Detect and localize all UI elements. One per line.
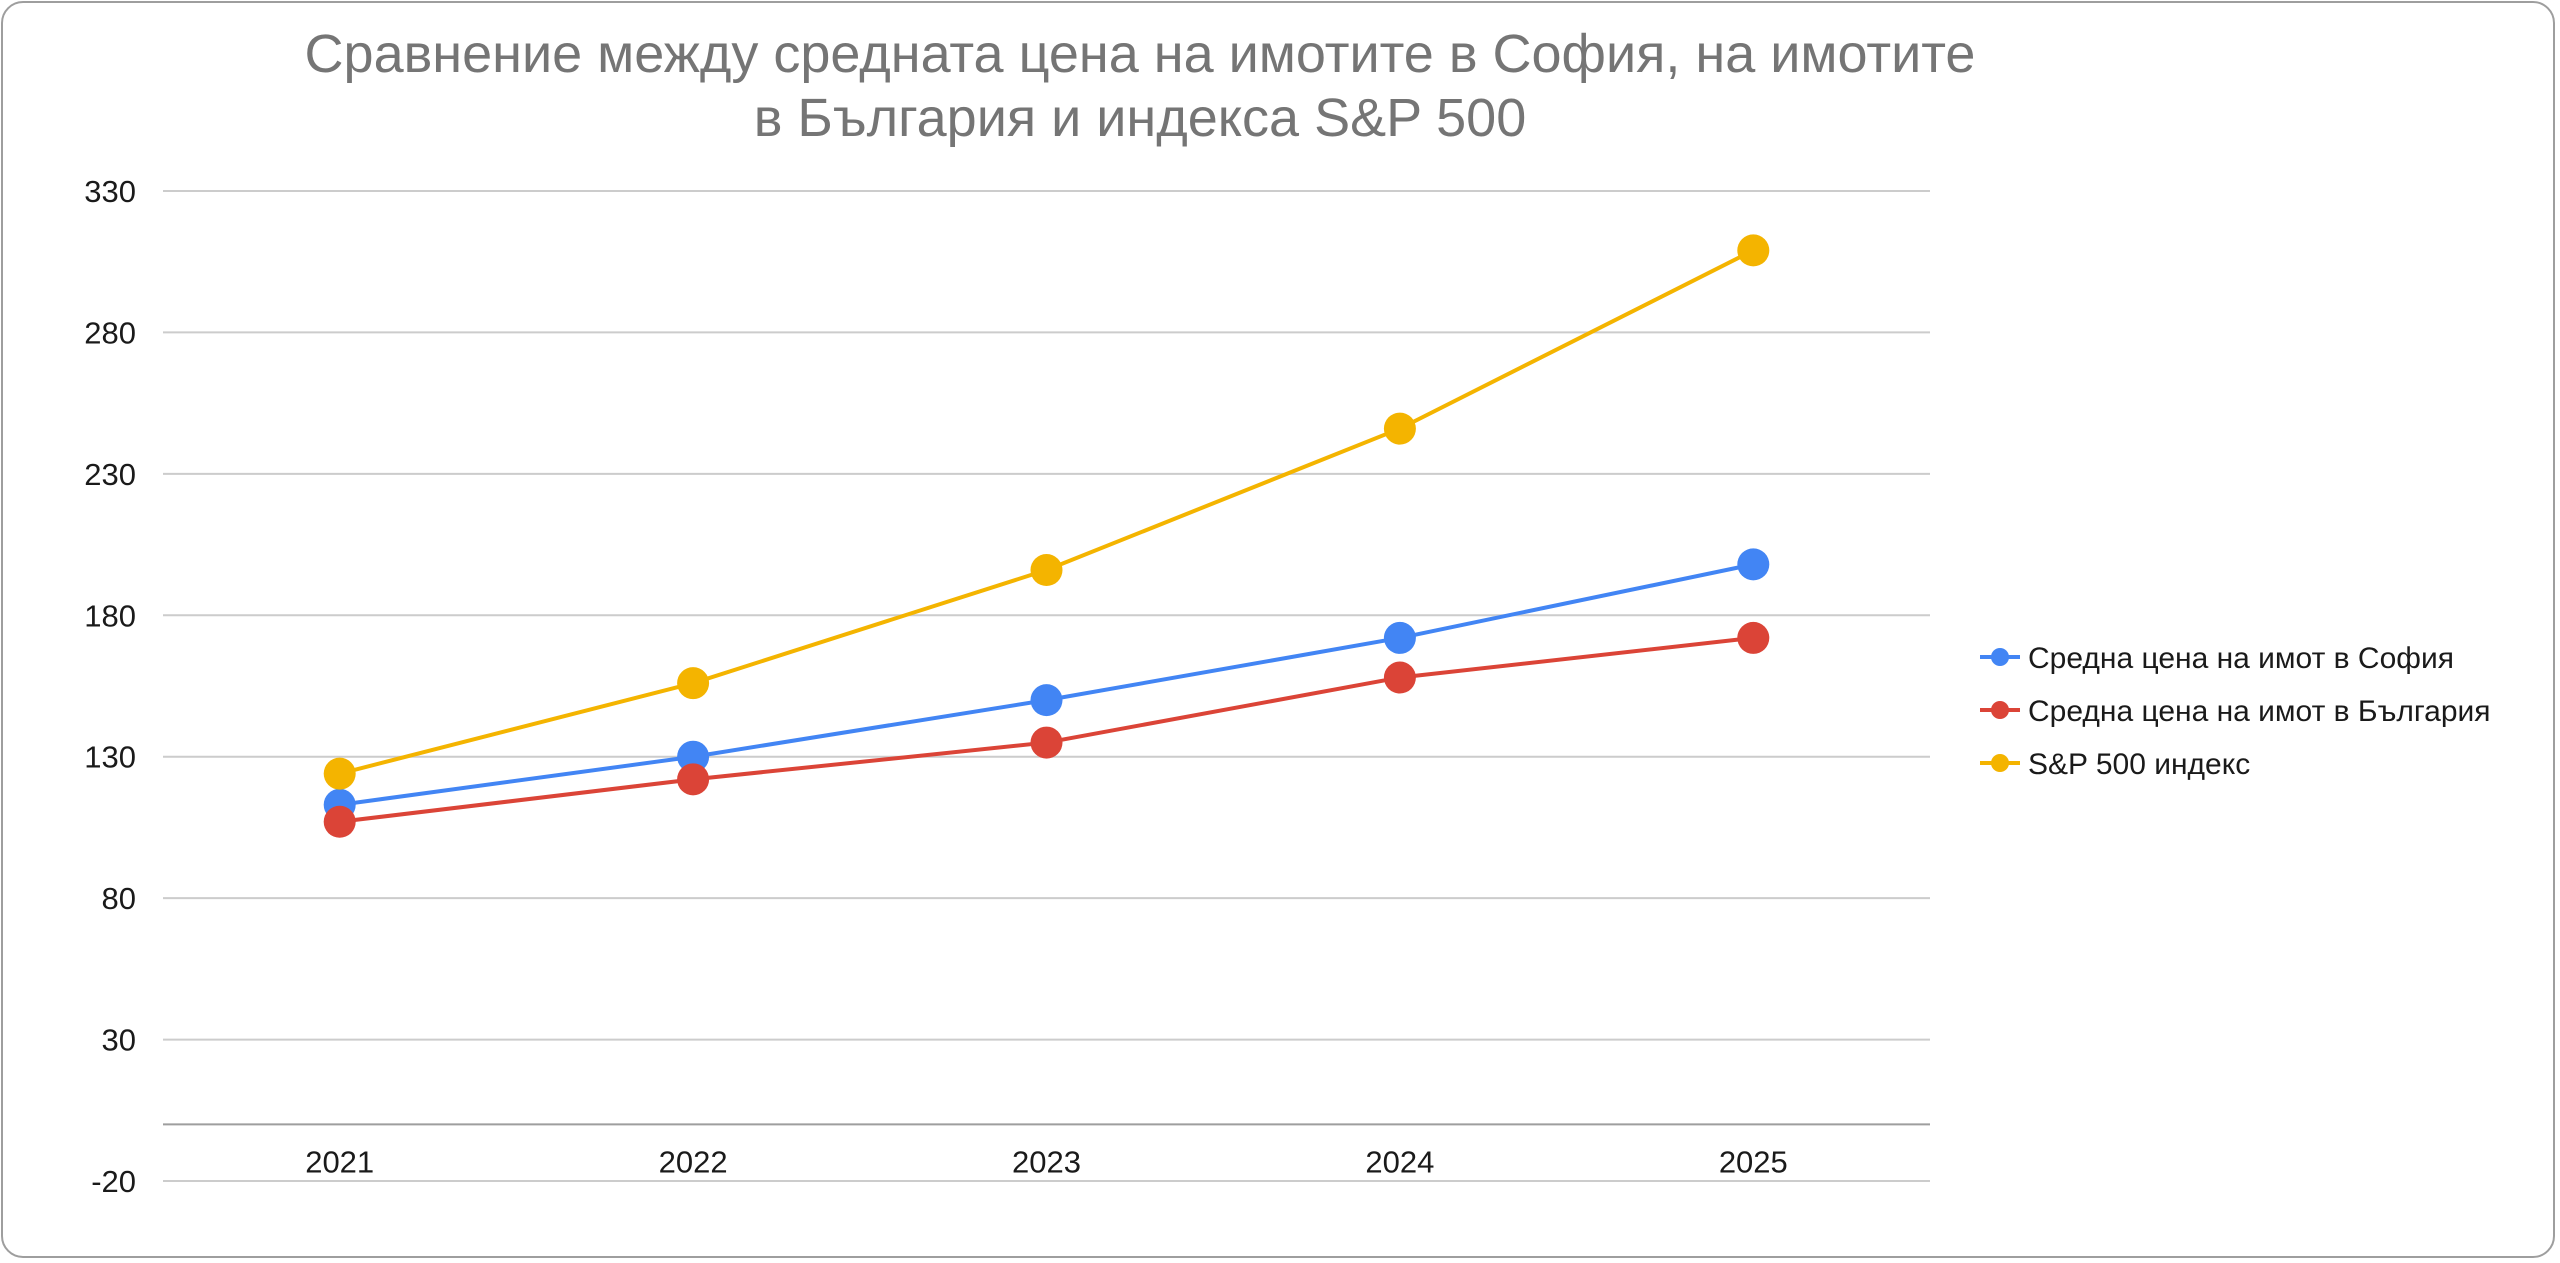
legend: Средна цена на имот в София Средна цена н… (1980, 642, 2491, 781)
legend-label: Средна цена на имот в София (2028, 642, 2454, 675)
y-tick-label: -20 (91, 1164, 136, 1199)
legend-marker (1991, 754, 2009, 772)
y-tick-label: 80 (102, 881, 136, 916)
y-tick-label: 330 (84, 174, 136, 209)
data-point (1030, 726, 1063, 759)
chart-title: Сравнение между средната цена на имотите… (304, 24, 1976, 148)
data-point (1737, 548, 1770, 581)
data-point (1383, 661, 1416, 694)
x-tick-label: 2023 (1012, 1144, 1081, 1179)
y-tick-label: 230 (84, 457, 136, 492)
x-tick-label: 2024 (1365, 1144, 1434, 1179)
series-group (323, 234, 1770, 838)
data-point (323, 805, 356, 838)
y-tick-label: 30 (102, 1023, 136, 1058)
data-point (323, 757, 356, 790)
y-axis-ticks: 330 280 230 180 130 80 30 -20 (84, 174, 136, 1199)
x-tick-label: 2025 (1719, 1144, 1788, 1179)
legend-marker (1991, 648, 2009, 666)
data-point (1030, 684, 1063, 717)
y-tick-label: 280 (84, 315, 136, 350)
legend-marker (1991, 701, 2009, 719)
x-tick-label: 2021 (305, 1144, 374, 1179)
data-point (677, 763, 710, 796)
data-point (677, 667, 710, 700)
legend-label: S&P 500 индекс (2028, 748, 2250, 781)
x-tick-label: 2022 (659, 1144, 728, 1179)
data-point (1737, 621, 1770, 654)
legend-label: Средна цена на имот в България (2028, 695, 2491, 728)
data-point (1737, 234, 1770, 267)
x-axis-ticks: 2021 2022 2023 2024 2025 (305, 1144, 1788, 1179)
data-point (1030, 554, 1063, 587)
y-tick-label: 180 (84, 598, 136, 633)
y-tick-label: 130 (84, 740, 136, 775)
data-point (1383, 412, 1416, 445)
data-point (1383, 621, 1416, 654)
grid-lines (163, 190, 1930, 1182)
data-point (677, 740, 710, 773)
